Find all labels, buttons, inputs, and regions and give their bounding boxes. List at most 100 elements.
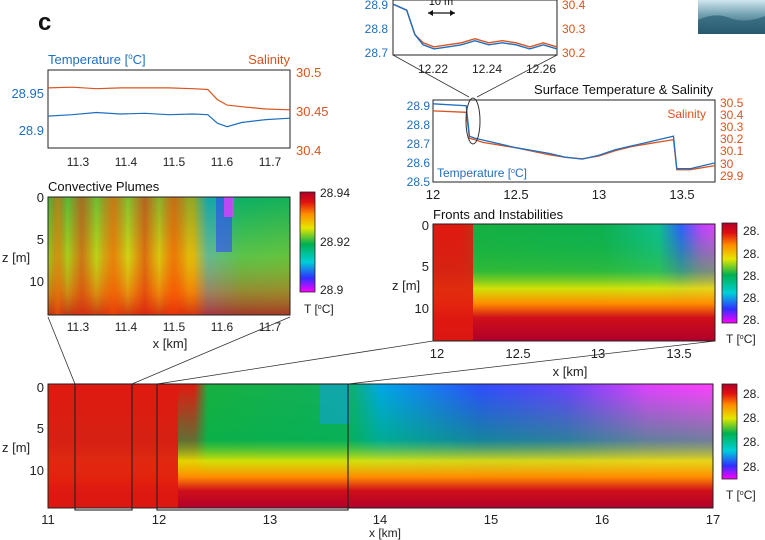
- plumes-title: Convective Plumes: [48, 179, 160, 194]
- fronts-colorbar-label: T [oC]: [726, 332, 756, 346]
- panel-convective-surface: Temperature [oC] Salinity 28.95 28.9 30.…: [11, 52, 328, 169]
- plumes-field-streaks: [48, 197, 290, 315]
- conv-ytick-right: 30.4: [296, 143, 321, 158]
- plumes-x-ticks: 11.3 11.4 11.5 11.6 11.7: [67, 320, 282, 334]
- zoom-ytick-left: 28.7: [365, 46, 389, 60]
- full-xtick: 14: [373, 512, 387, 527]
- fronts-y-ticks: 0 5 10: [415, 218, 429, 316]
- full-xtick: 15: [484, 512, 498, 527]
- fronts-xtick: 13: [591, 346, 605, 361]
- conv-xtick: 11.6: [211, 155, 234, 169]
- full-ytick: 10: [30, 463, 44, 478]
- surface-ytick-right: 30: [720, 157, 734, 171]
- full-cbar-tick: 28.: [743, 387, 760, 401]
- plumes-frame: [47, 196, 291, 316]
- surface-ytick-right: 30.3: [720, 120, 744, 134]
- fronts-colorbar-ticks: 28. 28. 28. 28. 28.: [743, 224, 760, 327]
- fronts-cbar-tick: 28.: [743, 224, 760, 238]
- full-xtick: 11: [41, 512, 55, 527]
- plumes-xtick: 11.7: [259, 320, 282, 334]
- surface-ytick-right: 30.4: [720, 108, 744, 122]
- zoom-ytick-right: 30.4: [562, 0, 586, 12]
- plumes-magenta-patch: [224, 197, 234, 217]
- fronts-cbar-tick: 28.: [743, 291, 760, 305]
- full-xlabel: x [km]: [369, 526, 401, 540]
- surface-ytick-right: 30.5: [720, 96, 744, 110]
- full-cbar-tick: 28.: [743, 411, 760, 425]
- surface-ts-title: Surface Temperature & Salinity: [534, 82, 713, 97]
- surface-ytick-left: 28.6: [407, 156, 431, 170]
- zoom-box-plumes: [74, 383, 133, 511]
- full-frame: [47, 383, 714, 509]
- surface-ytick-right: 30.2: [720, 132, 744, 146]
- fronts-xtick: 12: [430, 346, 444, 361]
- full-colorbar: [721, 383, 738, 480]
- zoom-y-left-ticks: 28.9 28.8 28.7: [365, 0, 389, 60]
- full-ytick: 5: [37, 421, 44, 436]
- fronts-title: Fronts and Instabilities: [433, 207, 564, 222]
- full-x-ticks: 11 12 13 14 15 16 17: [41, 512, 720, 527]
- plumes-ylabel: z [m]: [2, 250, 30, 265]
- plumes-xlabel: x [km]: [153, 336, 188, 351]
- conv-ytick-left: 28.95: [11, 86, 44, 101]
- fronts-ytick: 5: [422, 259, 429, 274]
- full-colorbar-label: T [oC]: [726, 488, 756, 502]
- surface-ytick-left: 28.5: [407, 175, 431, 189]
- surface-xtick: 13.5: [669, 187, 694, 202]
- surface-ytick-right: 29.9: [720, 169, 744, 183]
- plumes-y-ticks: 0 5 10: [30, 190, 44, 289]
- full-xtick: 16: [595, 512, 609, 527]
- zoom-frame: [392, 0, 558, 56]
- full-red-region: [48, 384, 178, 508]
- plumes-cbar-tick: 28.92: [320, 235, 350, 249]
- zoom-ytick-left: 28.9: [365, 0, 389, 12]
- panel-full-section: 0 5 10 z [m] 11 12 13 14 15 16 17 x [km]…: [2, 380, 760, 540]
- conv-surface-frame: [47, 69, 291, 149]
- surface-xtick: 12.5: [503, 187, 528, 202]
- zoom-box-fronts: [156, 383, 349, 511]
- zoom-ytick-right: 30.3: [562, 22, 586, 36]
- full-xtick: 17: [706, 512, 720, 527]
- zoom-xtick: 12.26: [526, 62, 556, 76]
- zoom-connectors: [47, 54, 716, 385]
- conv-xtick: 11.3: [67, 155, 90, 169]
- plumes-ytick: 0: [37, 190, 44, 205]
- fronts-cbar-tick: 28.: [743, 313, 760, 327]
- scale-bar-label: 10 m: [429, 0, 453, 8]
- fronts-ytick: 10: [415, 301, 429, 316]
- conv-temperature-line: [47, 111, 291, 128]
- surface-legend-temperature: Temperature [oC]: [437, 166, 527, 180]
- fronts-ytick: 0: [422, 218, 429, 233]
- full-xtick: 13: [263, 512, 277, 527]
- surface-temperature-line: [432, 103, 716, 170]
- surface-y-right-ticks: 30.5 30.4 30.3 30.2 30.1 30 29.9: [720, 96, 744, 183]
- full-xtick: 12: [152, 512, 166, 527]
- plumes-colorbar-ticks: 28.94 28.92 28.9: [320, 186, 350, 297]
- panel-zoom: 10 m 28.9 28.8 28.7 30.4 30.3 30.2 12.22…: [365, 0, 586, 76]
- ocean-photo-wave: [698, 15, 765, 34]
- surface-ytick-right: 30.1: [720, 144, 744, 158]
- fronts-cbar-tick: 28.: [743, 247, 760, 261]
- zoom-y-right-ticks: 30.4 30.3 30.2: [562, 0, 586, 60]
- conv-legend-salinity: Salinity: [248, 52, 290, 67]
- panel-convective-plumes: Convective Plumes 0 5 10 z [m] 11.3 11.4…: [2, 179, 350, 351]
- conv-x-ticks: 11.3 11.4 11.5 11.6 11.7: [67, 155, 282, 169]
- fronts-colorbar: [721, 222, 738, 324]
- fronts-ylabel: z [m]: [392, 278, 420, 293]
- zoom-highlight-ellipse: [465, 97, 481, 145]
- plumes-xtick: 11.4: [115, 320, 138, 334]
- zoom-xtick: 12.24: [472, 62, 502, 76]
- plumes-ytick: 10: [30, 274, 44, 289]
- fronts-frame: [432, 223, 716, 342]
- fronts-field-depth: [433, 224, 715, 341]
- surface-ytick-left: 28.9: [407, 99, 431, 113]
- conv-legend-temperature: Temperature [oC]: [48, 52, 146, 67]
- surface-ts-frame: [432, 99, 716, 183]
- plumes-xtick: 11.6: [211, 320, 234, 334]
- full-y-ticks: 0 5 10: [30, 380, 44, 478]
- plumes-cbar-tick: 28.94: [320, 186, 350, 200]
- surface-x-ticks: 12 12.5 13 13.5: [426, 187, 695, 202]
- full-cbar-tick: 28.: [743, 460, 760, 474]
- plumes-xtick: 11.3: [67, 320, 90, 334]
